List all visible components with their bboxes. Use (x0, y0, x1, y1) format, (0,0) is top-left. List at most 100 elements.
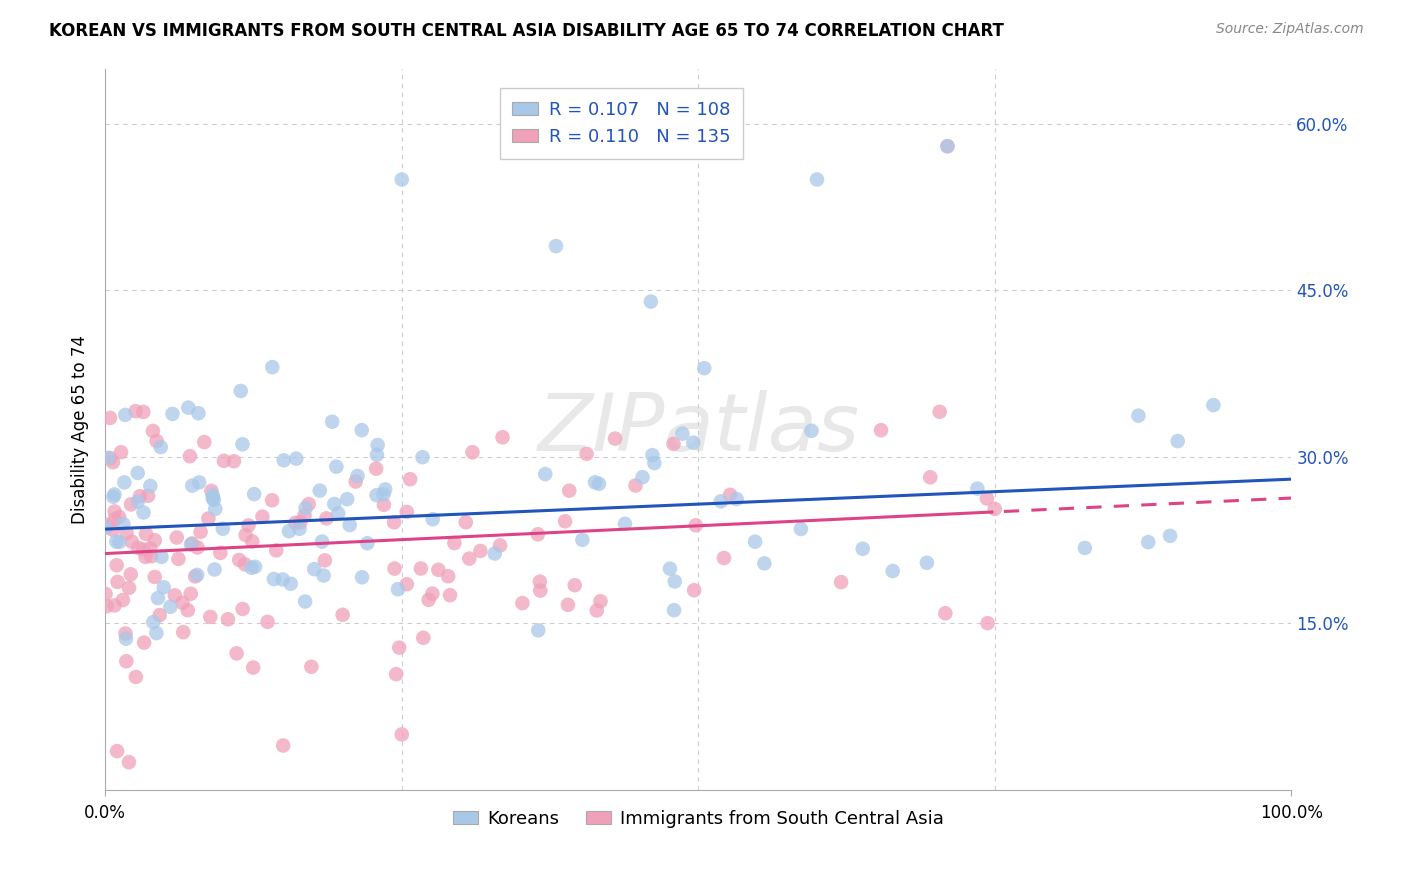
Point (139, 479, 162, 493)
Point (243, 487, 266, 501)
Point (262, 493, 284, 508)
Point (107, 574, 129, 589)
Point (366, 461, 388, 475)
Point (336, 492, 359, 507)
Point (103, 504, 125, 518)
Point (328, 507, 350, 521)
Point (373, 498, 395, 512)
Point (217, 612, 239, 626)
Point (179, 449, 201, 463)
Point (387, 582, 409, 597)
Point (744, 534, 766, 549)
Point (384, 561, 406, 575)
Point (1128, 409, 1150, 423)
Point (285, 451, 308, 466)
Point (143, 533, 166, 548)
Point (94, 587, 117, 601)
Point (671, 426, 693, 441)
Point (145, 626, 167, 640)
Point (115, 526, 138, 541)
Point (212, 522, 235, 536)
Point (159, 599, 181, 614)
Point (256, 615, 278, 629)
Point (713, 551, 735, 566)
Point (233, 558, 256, 572)
Point (984, 502, 1007, 516)
Point (141, 549, 163, 564)
Point (96, 518, 118, 533)
Point (484, 547, 506, 561)
Point (101, 455, 124, 469)
Point (200, 483, 222, 498)
Point (132, 506, 155, 520)
Point (454, 515, 477, 529)
Point (662, 603, 685, 617)
Point (643, 456, 665, 470)
Point (136, 489, 159, 503)
Point (240, 534, 263, 549)
Point (264, 543, 287, 558)
Point (152, 580, 174, 594)
Point (412, 450, 434, 465)
Point (187, 406, 209, 420)
Point (177, 603, 200, 617)
Point (271, 573, 294, 587)
Point (583, 475, 606, 490)
Point (443, 536, 465, 550)
Point (108, 535, 131, 549)
Point (142, 424, 165, 438)
Point (339, 518, 361, 533)
Point (367, 438, 389, 452)
Point (146, 591, 169, 605)
Point (277, 524, 299, 539)
Point (395, 577, 418, 591)
Point (936, 139, 959, 153)
Point (204, 562, 226, 576)
Y-axis label: Disability Age 65 to 74: Disability Age 65 to 74 (72, 334, 89, 524)
Point (142, 615, 165, 629)
Point (108, 510, 131, 524)
Point (350, 423, 373, 437)
Point (110, 445, 132, 459)
Point (344, 475, 367, 489)
Point (238, 518, 260, 533)
Point (280, 576, 302, 591)
Point (114, 626, 136, 640)
Point (180, 587, 202, 601)
Point (800, 424, 823, 438)
Point (294, 501, 316, 516)
Point (243, 559, 266, 574)
Point (437, 569, 460, 583)
Point (132, 635, 155, 649)
Point (323, 497, 346, 511)
Point (588, 476, 610, 491)
Point (388, 640, 411, 655)
Point (105, 744, 128, 758)
Point (399, 472, 422, 486)
Point (920, 470, 942, 484)
Point (564, 578, 586, 592)
Point (232, 602, 254, 616)
Point (204, 501, 226, 516)
Point (201, 491, 224, 506)
Point (98, 411, 121, 425)
Point (188, 475, 211, 490)
Point (294, 508, 316, 523)
Point (391, 172, 413, 186)
Point (294, 594, 316, 608)
Point (382, 516, 405, 530)
Point (544, 239, 567, 253)
Point (571, 533, 593, 547)
Point (262, 360, 284, 375)
Point (118, 581, 141, 595)
Point (682, 435, 704, 450)
Point (127, 541, 149, 555)
Point (754, 557, 776, 571)
Point (1074, 541, 1097, 555)
Point (710, 494, 733, 508)
Point (96, 599, 118, 614)
Point (149, 608, 172, 623)
Point (240, 561, 263, 575)
Point (664, 574, 686, 589)
Point (112, 516, 135, 531)
